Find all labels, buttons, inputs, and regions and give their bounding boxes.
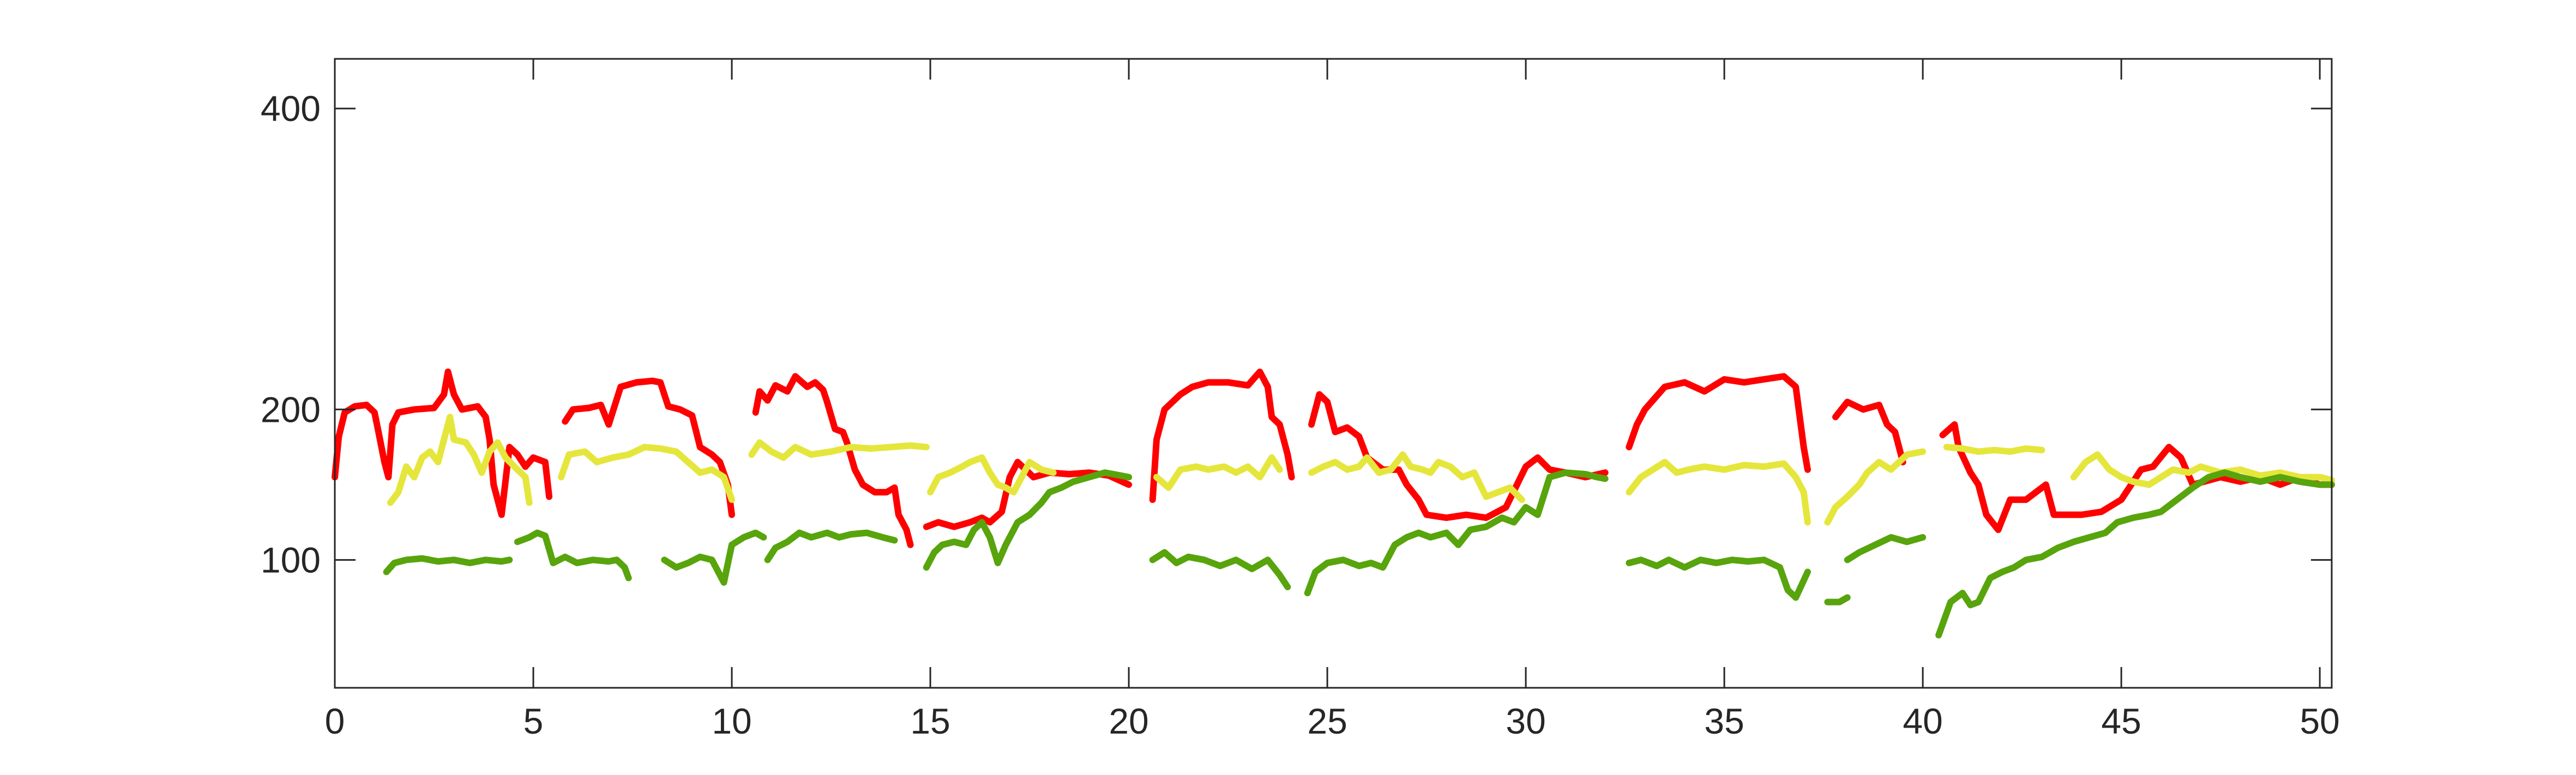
x-tick-label: 20: [1109, 701, 1148, 741]
series-1-line-3: [927, 454, 1057, 496]
x-tick-label: 30: [1506, 701, 1545, 741]
x-tick-label: 40: [1903, 701, 1942, 741]
series-2-line-10: [1935, 469, 2335, 639]
series-1-line-9: [2070, 451, 2335, 488]
series-2-line-9: [1844, 534, 1927, 564]
x-tick-label: 15: [910, 701, 950, 741]
series-1-line-4: [1153, 454, 1283, 491]
series-0-line-2: [752, 373, 914, 548]
series-0-line-5: [1308, 391, 1609, 521]
series-2-line-8: [1824, 594, 1851, 606]
series-1-line-1: [558, 444, 735, 503]
y-tick-label: 400: [261, 88, 321, 129]
series-1: [387, 414, 2335, 526]
series-1-line-8: [1943, 444, 2045, 455]
x-tick-label: 50: [2300, 701, 2339, 741]
series-layer: [332, 368, 2335, 639]
x-tick-label: 10: [712, 701, 751, 741]
series-0: [332, 368, 2335, 548]
series-0-line-1: [562, 377, 735, 518]
series-2-line-1: [514, 529, 632, 582]
series-2-line-3: [764, 529, 898, 564]
y-tick-label: 100: [261, 540, 321, 580]
series-1-line-0: [387, 414, 533, 506]
series-0-line-0: [332, 368, 553, 518]
series-2-line-6: [1304, 469, 1609, 597]
x-tick-label: 35: [1704, 701, 1744, 741]
series-2: [383, 469, 2335, 639]
y-tick-label: 200: [261, 389, 321, 429]
axes-layer: 0 5 10 15 20 25 30 35 40 45 50 100 200 400: [261, 59, 2340, 741]
x-tick-label: 5: [523, 701, 544, 741]
x-tick-label: 25: [1307, 701, 1347, 741]
x-tick-label: 45: [2101, 701, 2141, 741]
series-0-line-7: [1832, 398, 1906, 465]
series-0-line-6: [1626, 373, 1811, 473]
series-1-line-6: [1626, 458, 1811, 526]
series-0-line-4: [1149, 368, 1295, 503]
series-2-line-7: [1626, 556, 1811, 601]
series-2-line-5: [1149, 549, 1291, 590]
series-0-line-3: [923, 458, 1133, 530]
axes-box: [334, 58, 2333, 689]
series-2-line-0: [383, 555, 513, 576]
series-1-line-2: [748, 439, 930, 461]
series-1-line-7: [1824, 448, 1927, 526]
series-2-line-2: [661, 529, 767, 586]
series-2-line-4: [923, 469, 1133, 571]
x-tick-label: 0: [325, 701, 345, 741]
series-1-line-5: [1308, 451, 1525, 503]
